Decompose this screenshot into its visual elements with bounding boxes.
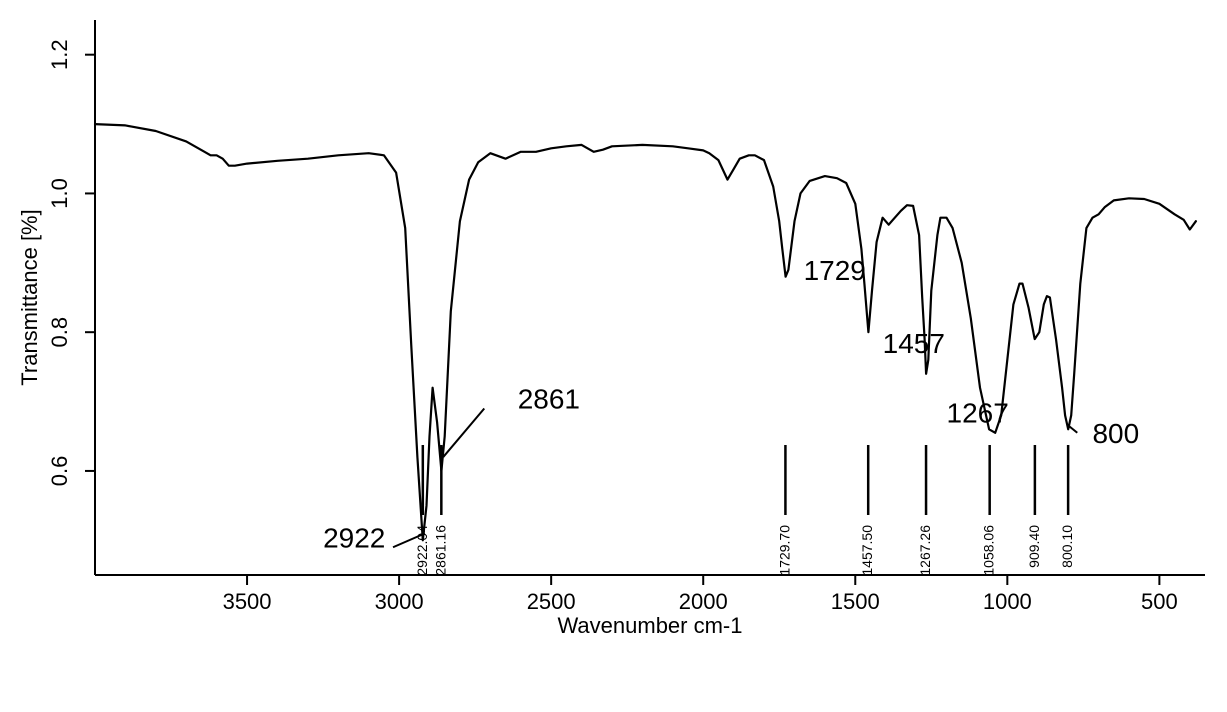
- drop-marker-label: 1267.26: [917, 525, 933, 576]
- y-tick-label: 0.8: [47, 317, 72, 348]
- x-tick-label: 3000: [375, 589, 424, 614]
- x-tick-label: 1000: [983, 589, 1032, 614]
- peak-label: 800: [1092, 418, 1139, 449]
- y-tick-label: 1.0: [47, 178, 72, 209]
- drop-marker-label: 800.10: [1059, 525, 1075, 568]
- x-tick-label: 1500: [831, 589, 880, 614]
- peak-label: 2861: [518, 384, 580, 415]
- peak-leader: [1069, 426, 1078, 433]
- peak-label: 1729: [804, 255, 866, 286]
- drop-marker-label: 1729.70: [776, 525, 792, 576]
- peak-label: 1457: [883, 328, 945, 359]
- x-tick-label: 500: [1141, 589, 1178, 614]
- ir-spectrum-chart: 3500300025002000150010005000.60.81.01.2 …: [0, 0, 1227, 712]
- drop-marker-label: 909.40: [1026, 525, 1042, 568]
- drop-marker-label: 2861.16: [432, 525, 448, 576]
- x-axis-label: Wavenumber cm-1: [557, 613, 742, 638]
- x-tick-label: 3500: [223, 589, 272, 614]
- spectrum-trace: [95, 124, 1196, 540]
- drop-marker-label: 1457.50: [859, 525, 875, 576]
- peak-leader: [443, 409, 484, 458]
- y-tick-label: 1.2: [47, 39, 72, 70]
- drop-marker-label: 2922.04: [414, 525, 430, 576]
- y-tick-label: 0.6: [47, 456, 72, 487]
- x-tick-label: 2500: [527, 589, 576, 614]
- peak-label: 1267: [947, 397, 1009, 428]
- drop-marker-label: 1058.06: [981, 525, 997, 576]
- y-axis-label: Transmittance [%]: [17, 209, 42, 385]
- peak-label: 2922: [323, 522, 385, 553]
- x-tick-label: 2000: [679, 589, 728, 614]
